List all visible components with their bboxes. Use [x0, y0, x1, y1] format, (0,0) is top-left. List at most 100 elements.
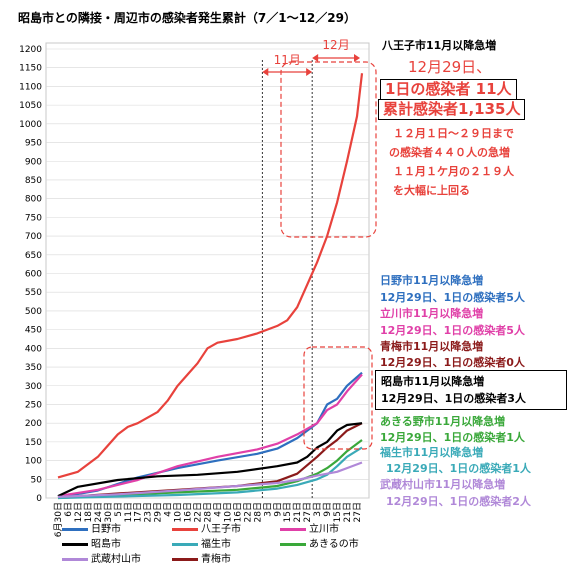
- legend-swatch: [62, 542, 88, 546]
- x-tick-label: 4日: [163, 502, 174, 517]
- ome-line-2: 12月29日、1日の感染者0人: [380, 356, 525, 369]
- y-tick-label: 0: [36, 494, 42, 504]
- x-tick-label: 18日: [83, 502, 94, 522]
- legend-item: 福生市: [172, 535, 231, 550]
- y-axis-ticks: 0 50 100 150 200 250 300 350 400 450 500 550 600 650 7…: [19, 45, 42, 504]
- hachioji-highlight-box: [280, 61, 377, 238]
- legend-label: 青梅市: [201, 554, 231, 565]
- hachioji-date: 12月29日、: [408, 58, 492, 76]
- y-tick-label: 650: [25, 251, 42, 261]
- series-line-福生市: [57, 446, 363, 500]
- x-tick-label: 5日: [113, 502, 124, 517]
- musashimurayama-line-1: 武蔵村山市11月以降急増: [380, 478, 506, 491]
- legend-swatch: [280, 527, 306, 531]
- legend-item: 青梅市: [172, 550, 231, 565]
- series-line-八王子市: [57, 73, 364, 479]
- hino-line-1: 日野市11月以降急増: [380, 274, 484, 287]
- x-tick-label: 30日: [103, 502, 114, 522]
- x-tick-label: 16日: [232, 502, 243, 522]
- legend-label: あきるの市: [309, 539, 359, 550]
- y-tick-label: 500: [25, 307, 42, 317]
- legend-item: 昭島市: [62, 535, 121, 550]
- y-tick-label: 250: [25, 400, 42, 410]
- x-tick-label: 15日: [282, 502, 293, 522]
- legend-label: 昭島市: [91, 539, 121, 550]
- legend-label: 福生市: [201, 539, 231, 550]
- y-tick-label: 1150: [19, 64, 42, 74]
- tachikawa-line-1: 立川市11月以降急増: [380, 307, 484, 320]
- x-tick-label: 21日: [292, 502, 303, 522]
- x-tick-label: 24日: [93, 502, 104, 522]
- x-tick-label: 27日: [352, 502, 363, 522]
- hachioji-note-3: １１月１ケ月の２１９人: [393, 165, 514, 178]
- legend-swatch: [172, 527, 198, 531]
- x-tick-label: 3日: [262, 502, 273, 517]
- legend-swatch: [172, 557, 198, 561]
- hachioji-note-4: を大幅に上回る: [393, 184, 470, 197]
- series-lines: [57, 73, 364, 500]
- ome-line-1: 青梅市11月以降急増: [380, 340, 484, 353]
- y-tick-label: 350: [25, 363, 42, 373]
- legend-item: 八王子市: [172, 520, 241, 535]
- series-line-あきるの市: [57, 439, 363, 500]
- dec-period-label: 12月: [322, 38, 349, 52]
- y-tick-label: 600: [25, 270, 42, 280]
- x-tick-label: 11日: [123, 502, 134, 522]
- akiruno-line-1: あきる野市11月以降急増: [380, 415, 506, 428]
- series-line-昭島市: [57, 422, 363, 498]
- y-tick-label: 400: [25, 344, 42, 354]
- hachioji-note-1: １２月１日～２９日まで: [393, 127, 514, 140]
- y-tick-label: 950: [25, 139, 42, 149]
- x-tick-label: 9日: [272, 502, 283, 517]
- x-tick-label: 27日: [302, 502, 313, 522]
- legend-label: 日野市: [91, 524, 121, 535]
- hachioji-title: 八王子市11月以降急増: [382, 39, 497, 52]
- others-highlight-box: [303, 346, 373, 450]
- y-tick-label: 100: [25, 457, 42, 467]
- hachioji-total: 累計感染者1,135人: [378, 99, 526, 120]
- x-tick-label: 22日: [193, 502, 204, 522]
- x-tick-label: 29日: [153, 502, 164, 522]
- grid-lines: [46, 48, 369, 499]
- nov-period-arrow: [262, 68, 313, 76]
- y-tick-label: 1200: [19, 45, 42, 55]
- x-tick-label: 21日: [342, 502, 353, 522]
- x-tick-label: 6日: [63, 502, 74, 517]
- akishima-box: 昭島市11月以降急増 12月29日、1日の感染者3人: [375, 370, 567, 410]
- x-tick-label: 12日: [73, 502, 84, 522]
- dec-period-arrow: [312, 54, 360, 62]
- x-tick-label: 28日: [203, 502, 214, 522]
- x-tick-label: 28日: [252, 502, 263, 522]
- x-tick-label: 6月30日: [53, 502, 64, 537]
- legend-swatch: [62, 527, 88, 531]
- legend-item: 立川市: [280, 520, 339, 535]
- legend-swatch: [62, 557, 88, 561]
- hachioji-note-2: の感染者４４０人の急増: [389, 146, 510, 159]
- legend-label: 武蔵村山市: [91, 554, 141, 565]
- akishima-line-1: 昭島市11月以降急増: [381, 375, 485, 388]
- y-tick-label: 300: [25, 382, 42, 392]
- y-tick-label: 200: [25, 419, 42, 429]
- y-tick-label: 450: [25, 326, 42, 336]
- legend-item: 日野市: [62, 520, 121, 535]
- x-tick-label: 22日: [242, 502, 253, 522]
- legend-swatch: [280, 542, 306, 546]
- fussa-line-1: 福生市11月以降急増: [380, 446, 484, 459]
- series-line-武蔵村山市: [57, 461, 363, 498]
- y-tick-label: 150: [25, 438, 42, 448]
- x-tick-label: 10日: [173, 502, 184, 522]
- y-tick-label: 700: [25, 232, 42, 242]
- x-tick-label: 9日: [322, 502, 333, 517]
- tachikawa-line-2: 12月29日、1日の感染者5人: [380, 324, 525, 337]
- legend-item: あきるの市: [280, 535, 359, 550]
- akishima-line-2: 12月29日、1日の感染者3人: [381, 392, 526, 405]
- x-tick-label: 23日: [143, 502, 154, 522]
- y-tick-label: 1050: [19, 101, 42, 111]
- chart-title: 昭島市との隣接・周辺市の感染者発生累計（7／1～12／29）: [18, 10, 356, 25]
- hino-line-2: 12月29日、1日の感染者5人: [380, 291, 525, 304]
- x-axis-ticks: 6月30日 6日 12日 18日 24日 30日 5日 11日 17日 23日 29日 4日 10日 16…: [53, 502, 363, 537]
- musashimurayama-line-2: 12月29日、1日の感染者2人: [386, 495, 531, 508]
- x-tick-label: 10日: [222, 502, 233, 522]
- legend-swatch: [172, 542, 198, 546]
